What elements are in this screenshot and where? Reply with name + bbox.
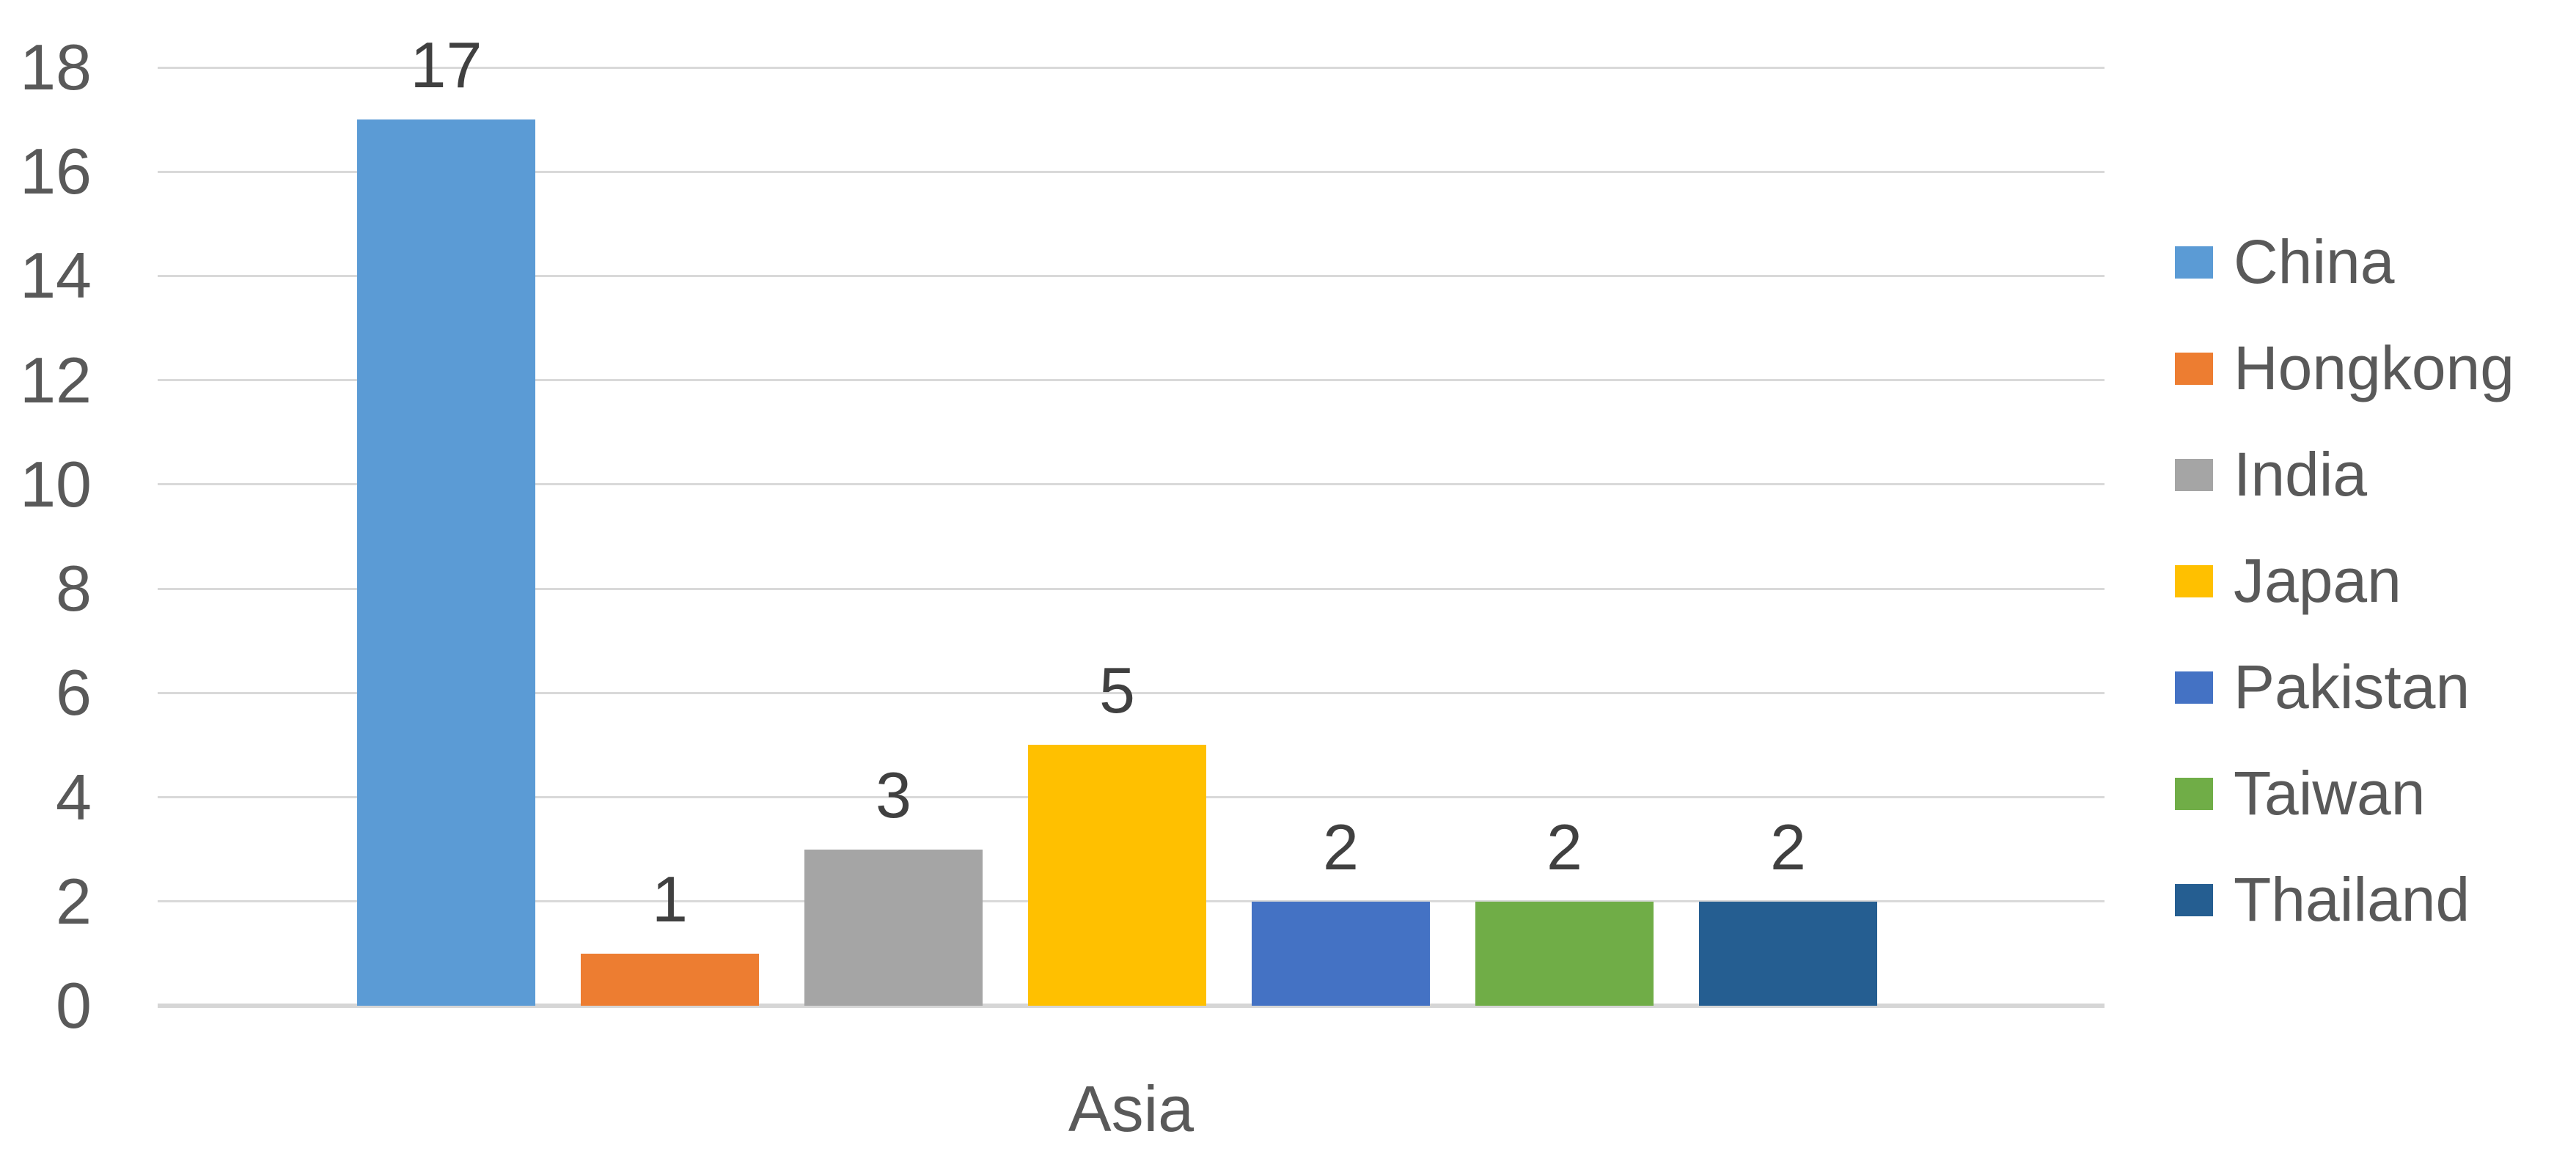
y-tick-label-0: 0 <box>56 969 92 1042</box>
data-label-taiwan: 2 <box>1546 810 1582 883</box>
legend-label-taiwan: Taiwan <box>2234 759 2426 828</box>
y-tick-label-8: 8 <box>56 552 92 625</box>
data-label-india: 3 <box>876 758 911 831</box>
gridline-y0 <box>158 1004 2105 1008</box>
legend-label-pakistan: Pakistan <box>2234 652 2470 721</box>
gridline-y16 <box>158 170 2105 173</box>
legend-swatch-china <box>2175 246 2213 279</box>
plot-area: 17 1 3 5 2 2 2 <box>158 33 2105 1008</box>
gridline-y14 <box>158 274 2105 277</box>
legend-item-taiwan: Taiwan <box>2175 740 2514 847</box>
gridline-y12 <box>158 379 2105 382</box>
legend-item-china: China <box>2175 209 2514 315</box>
bar-thailand: 2 <box>1699 814 1877 1006</box>
data-label-china: 17 <box>410 29 482 102</box>
legend-label-india: India <box>2234 440 2368 509</box>
data-label-thailand: 2 <box>1770 810 1806 883</box>
data-label-japan: 5 <box>1099 654 1135 727</box>
legend-swatch-pakistan <box>2175 671 2213 704</box>
legend-item-india: India <box>2175 421 2514 528</box>
legend-swatch-india <box>2175 458 2213 491</box>
y-tick-label-16: 16 <box>20 135 92 208</box>
legend-item-pakistan: Pakistan <box>2175 634 2514 740</box>
bar-india: 3 <box>804 762 983 1006</box>
gridline-y8 <box>158 587 2105 590</box>
legend-label-china: China <box>2234 227 2395 296</box>
legend-swatch-taiwan <box>2175 777 2213 810</box>
legend-swatch-japan <box>2175 564 2213 597</box>
legend-item-hongkong: Hongkong <box>2175 315 2514 421</box>
gridline-y18 <box>158 66 2105 69</box>
legend-swatch-thailand <box>2175 883 2213 916</box>
bar-japan: 5 <box>1028 658 1206 1006</box>
data-label-hongkong: 1 <box>652 862 688 935</box>
bar-pakistan: 2 <box>1252 814 1430 1006</box>
legend-item-thailand: Thailand <box>2175 847 2514 953</box>
gridline-y10 <box>158 483 2105 486</box>
bars-group: 17 1 3 5 2 2 2 <box>357 33 1877 1006</box>
gridline-y6 <box>158 691 2105 694</box>
legend: China Hongkong India Japan Pakistan Taiwan Tha… <box>2175 209 2514 953</box>
legend-item-japan: Japan <box>2175 528 2514 634</box>
legend-label-thailand: Thailand <box>2234 865 2470 934</box>
bar-china: 17 <box>357 33 535 1006</box>
y-tick-label-12: 12 <box>20 343 92 416</box>
y-tick-label-6: 6 <box>56 656 92 729</box>
y-tick-label-2: 2 <box>56 864 92 938</box>
bar-taiwan: 2 <box>1475 814 1654 1006</box>
y-axis-labels: 0 2 4 6 8 10 12 14 16 18 <box>0 31 92 1042</box>
y-tick-label-18: 18 <box>20 31 92 103</box>
legend-label-hongkong: Hongkong <box>2234 334 2514 402</box>
y-tick-label-10: 10 <box>20 447 92 520</box>
y-tick-label-4: 4 <box>56 760 92 833</box>
legend-label-japan: Japan <box>2234 546 2401 615</box>
legend-swatch-hongkong <box>2175 352 2213 385</box>
x-axis-category-label: Asia <box>1068 1072 1195 1145</box>
bar-hongkong: 1 <box>581 866 759 1006</box>
data-label-pakistan: 2 <box>1323 810 1359 883</box>
y-tick-label-14: 14 <box>20 239 92 312</box>
